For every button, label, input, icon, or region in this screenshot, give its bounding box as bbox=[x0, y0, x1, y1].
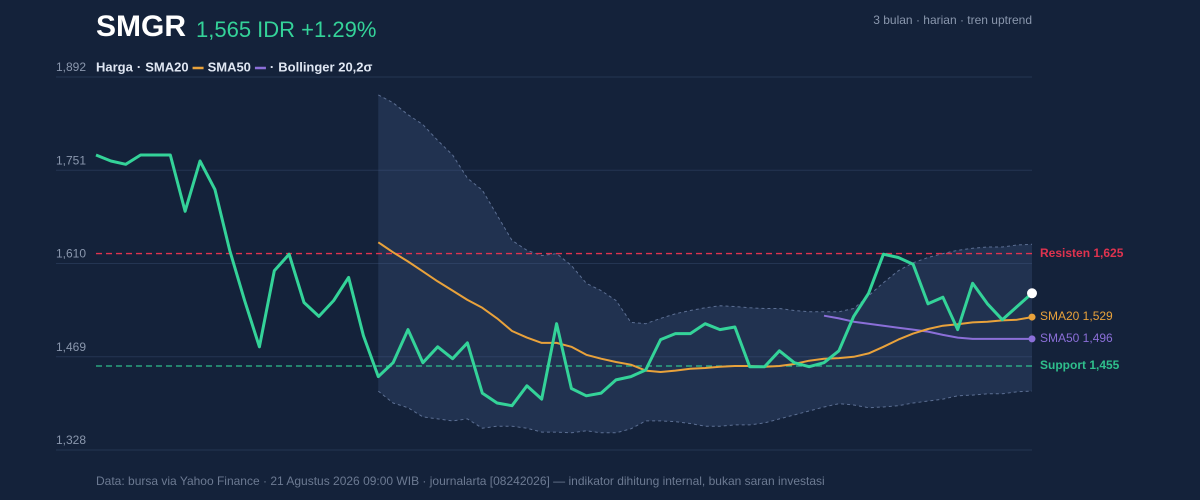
legend-label: SMA50 bbox=[208, 59, 251, 74]
y-tick-label: 1,892 bbox=[56, 60, 86, 74]
chart-title: SMGR bbox=[96, 10, 186, 43]
series-line bbox=[377, 241, 1033, 373]
bollinger-band bbox=[378, 94, 1032, 433]
y-tick-label: 1,469 bbox=[56, 340, 86, 354]
legend-separator: · bbox=[137, 59, 141, 74]
level-label: Resisten 1,625 bbox=[1040, 246, 1124, 260]
end-label: SMA20 1,529 bbox=[1040, 309, 1113, 323]
chart-subtitle: 1,565 IDR +1.29% bbox=[196, 17, 376, 42]
end-dot bbox=[1028, 335, 1036, 343]
end-dot bbox=[1027, 288, 1037, 299]
chart-note: 3 bulan · harian · tren uptrend bbox=[873, 13, 1032, 27]
end-label: SMA50 1,496 bbox=[1040, 331, 1113, 345]
y-tick-label: 1,328 bbox=[56, 433, 86, 447]
y-tick-label: 1,610 bbox=[56, 247, 86, 261]
legend-separator: · bbox=[270, 59, 274, 74]
bollinger-upper bbox=[378, 94, 1033, 325]
legend-label: Bollinger 20,2σ bbox=[278, 59, 372, 74]
y-tick-label: 1,751 bbox=[56, 153, 86, 167]
legend-label: Harga bbox=[96, 59, 134, 74]
source-note: Data: bursa via Yahoo Finance · 21 Agust… bbox=[96, 474, 825, 488]
legend-label: SMA20 bbox=[145, 59, 188, 74]
end-dot bbox=[1028, 313, 1036, 321]
series-line bbox=[95, 153, 1033, 408]
level-label: Support 1,455 bbox=[1040, 358, 1120, 372]
series-line bbox=[823, 314, 1032, 340]
